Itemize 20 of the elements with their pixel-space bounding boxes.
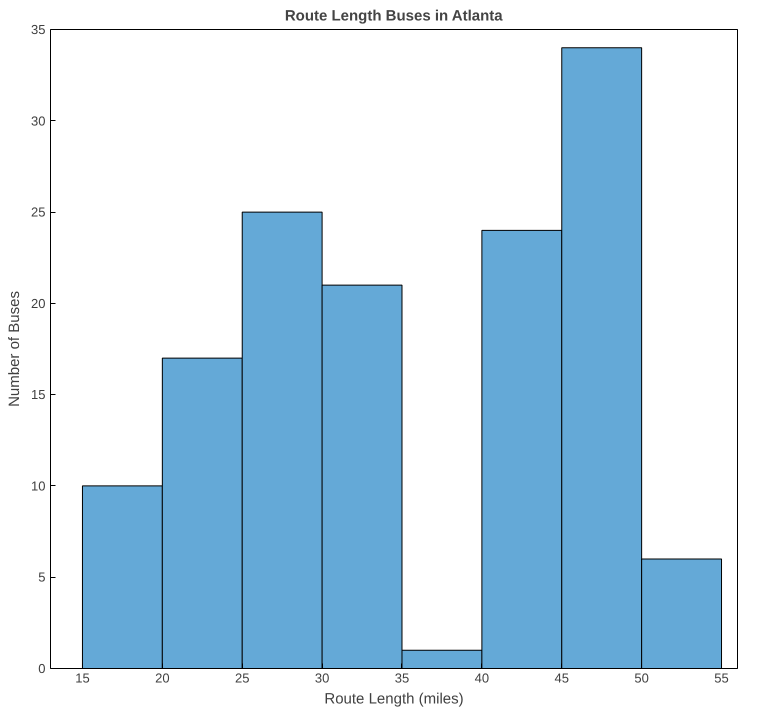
x-tick-label: 25 (234, 670, 250, 686)
chart-title: Route Length Buses in Atlanta (284, 8, 504, 24)
x-tick-label: 40 (474, 670, 490, 686)
y-tick-label: 20 (31, 296, 46, 311)
x-tick-label: 45 (554, 670, 569, 686)
x-axis-title: Route Length (miles) (324, 690, 464, 708)
x-tick-label: 20 (155, 670, 170, 686)
x-tick-label: 30 (314, 670, 330, 686)
y-tick-label: 15 (31, 387, 46, 402)
x-tick-label: 15 (75, 670, 90, 686)
y-axis-title: Number of Buses (6, 291, 24, 407)
x-tick-label: 35 (394, 670, 410, 686)
y-tick-label: 25 (31, 204, 46, 220)
x-tick-label: 55 (714, 670, 729, 686)
y-tick-label: 35 (31, 22, 46, 37)
y-tick-label: 30 (31, 113, 46, 128)
x-tick-label: 50 (634, 670, 649, 686)
y-tick-label: 5 (38, 570, 46, 585)
y-tick-label: 0 (38, 661, 46, 676)
y-tick-label: 10 (31, 478, 46, 494)
